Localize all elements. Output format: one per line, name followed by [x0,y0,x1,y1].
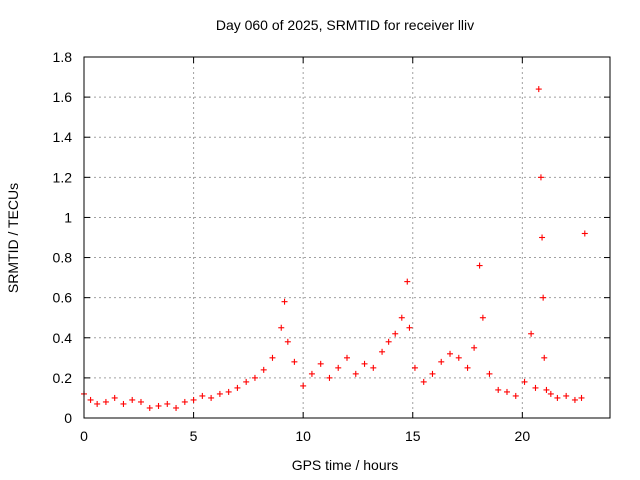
data-point [284,338,291,345]
y-tick-label: 0.4 [53,330,73,346]
data-point [420,378,427,385]
data-point [260,366,267,373]
y-tick-label: 1 [64,209,72,225]
plot-frame [83,56,611,419]
data-point [404,278,411,285]
grid-lines [84,57,610,418]
data-point [361,360,368,367]
y-tick-label: 1.8 [53,49,73,65]
data-point [199,392,206,399]
data-point [540,294,547,301]
x-tick-label: 0 [80,428,88,444]
x-tick-label: 10 [295,428,311,444]
data-point [581,230,588,237]
data-point [392,330,399,337]
data-point [146,404,153,411]
data-point [547,390,554,397]
data-point [541,354,548,361]
data-point [352,370,359,377]
data-point [243,378,250,385]
data-point [173,404,180,411]
y-tick-label: 1.4 [53,129,73,145]
data-point [455,354,462,361]
data-point [155,402,162,409]
data-point [102,398,109,405]
data-point [208,394,215,401]
data-point [344,354,350,361]
data-point [308,370,315,377]
data-point [370,364,377,371]
y-axis-label: SRMTID / TECUs [5,183,21,293]
data-point [190,396,197,403]
data-point [411,364,418,371]
data-point [181,398,188,405]
x-tick-label: 5 [190,428,198,444]
y-tick-label: 0.2 [53,370,73,386]
data-point [300,382,307,389]
data-point [521,378,528,385]
data-point [137,398,144,405]
data-point [120,400,127,407]
data-point [578,394,585,401]
y-tick-label: 1.6 [53,89,73,105]
data-point [464,364,471,371]
data-point [429,370,436,377]
data-point [398,314,405,321]
data-point [438,358,445,365]
y-tick-label: 0.8 [53,250,73,266]
y-tick-label: 0 [64,410,72,426]
x-tick-label: 20 [515,428,531,444]
data-point [291,358,298,365]
data-point [278,324,285,331]
y-tick-label: 0.6 [53,290,73,306]
data-point [251,374,258,381]
data-point [335,364,342,371]
data-point [571,396,578,403]
chart-title: Day 060 of 2025, SRMTID for receiver lli… [216,17,474,33]
data-point [537,174,544,181]
x-axis-label: GPS time / hours [292,457,399,473]
data-point [479,314,486,321]
data-point [532,384,539,391]
data-point [447,350,454,357]
data-point [234,384,241,391]
data-point [225,388,232,395]
data-point [554,394,561,401]
data-point [379,348,386,355]
data-point [535,86,542,93]
data-point [111,394,118,401]
data-point [495,386,502,393]
data-point [281,298,288,305]
data-point [164,400,171,407]
data-point [563,392,570,399]
data-point [385,338,392,345]
data-point [216,390,223,397]
data-point [471,344,478,351]
data-point [406,324,413,331]
data-point [317,360,324,367]
y-tick-label: 1.2 [53,169,73,185]
x-tick-label: 15 [405,428,421,444]
data-point [87,396,94,403]
data-point [476,262,483,269]
data-point [503,388,510,395]
data-point [94,400,101,407]
data-points [81,86,588,411]
data-point [486,370,493,377]
axis-ticks: 0 0.2 0.4 0.6 0.8 1 1.2 1.4 1.6 1.8 0 5 10 15 20 [53,49,610,444]
data-point [543,386,550,393]
data-point [512,392,519,399]
data-point [326,374,333,381]
data-point [269,354,276,361]
data-point [528,330,535,337]
data-point [539,234,546,241]
data-point [129,396,136,403]
